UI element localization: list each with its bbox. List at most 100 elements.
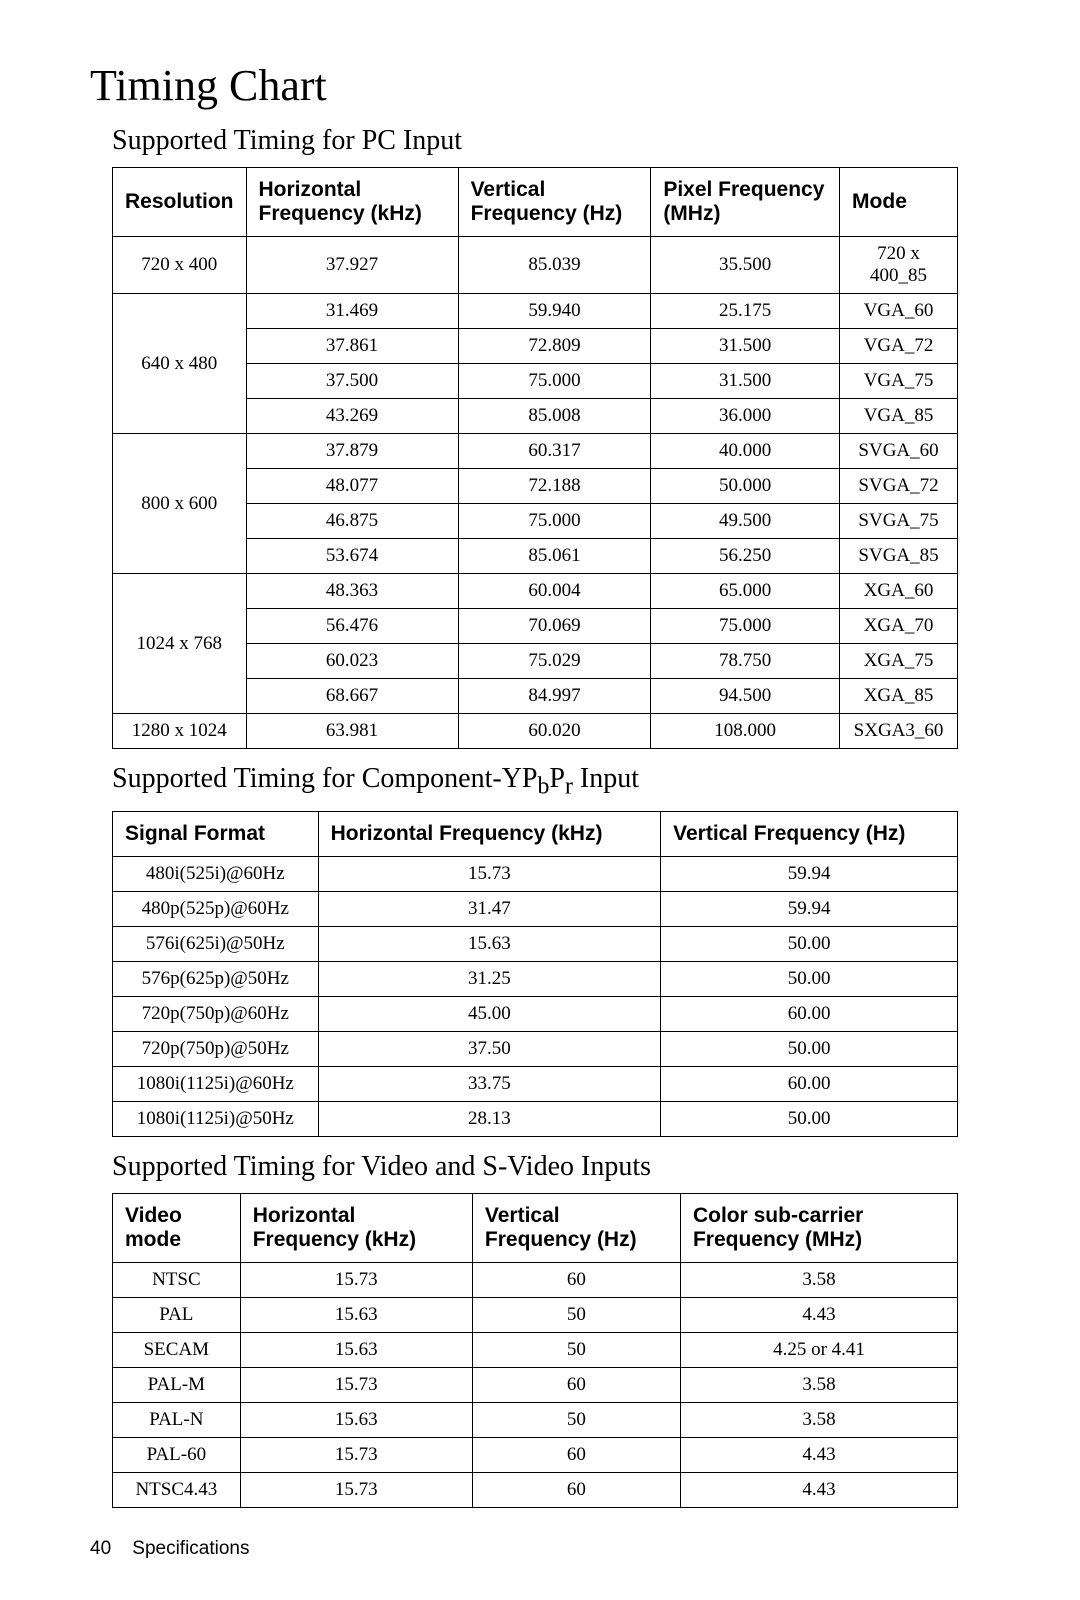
data-cell: 78.750 — [651, 644, 840, 679]
data-cell: PAL-M — [113, 1367, 241, 1402]
col-2: Vertical Frequency (Hz) — [472, 1193, 680, 1262]
col-0: Video mode — [113, 1193, 241, 1262]
data-cell: 72.188 — [458, 469, 651, 504]
page-title: Timing Chart — [90, 60, 990, 111]
data-cell: NTSC — [113, 1262, 241, 1297]
table-row: SECAM15.63504.25 or 4.41 — [113, 1332, 958, 1367]
data-cell: 48.077 — [246, 469, 458, 504]
data-cell: 50.00 — [661, 926, 958, 961]
data-cell: 60.317 — [458, 434, 651, 469]
data-cell: 50.000 — [651, 469, 840, 504]
data-cell: 36.000 — [651, 399, 840, 434]
data-cell: 68.667 — [246, 679, 458, 714]
data-cell: 84.997 — [458, 679, 651, 714]
data-cell: 60 — [472, 1472, 680, 1507]
data-cell: XGA_70 — [840, 609, 958, 644]
table-row: 640 x 48031.46959.94025.175VGA_60 — [113, 294, 958, 329]
resolution-cell: 1024 x 768 — [113, 574, 247, 714]
data-cell: SXGA3_60 — [840, 714, 958, 749]
section3-title: Supported Timing for Video and S-Video I… — [112, 1151, 990, 1183]
data-cell: 3.58 — [680, 1402, 957, 1437]
data-cell: 60 — [472, 1262, 680, 1297]
data-cell: 50.00 — [661, 1031, 958, 1066]
data-cell: 48.363 — [246, 574, 458, 609]
resolution-cell: 1280 x 1024 — [113, 714, 247, 749]
table-row: 1280 x 102463.98160.020108.000SXGA3_60 — [113, 714, 958, 749]
data-cell: 4.43 — [680, 1472, 957, 1507]
data-cell: PAL-60 — [113, 1437, 241, 1472]
table-row: 720p(750p)@60Hz45.0060.00 — [113, 996, 958, 1031]
video-table: Video modeHorizontal Frequency (kHz)Vert… — [112, 1193, 958, 1508]
data-cell: 45.00 — [318, 996, 661, 1031]
table-row: 720 x 40037.92785.03935.500720 x 400_85 — [113, 237, 958, 294]
data-cell: SVGA_72 — [840, 469, 958, 504]
t1-col-4: Mode — [840, 168, 958, 237]
data-cell: XGA_60 — [840, 574, 958, 609]
data-cell: 31.25 — [318, 961, 661, 996]
data-cell: 50 — [472, 1332, 680, 1367]
data-cell: 31.469 — [246, 294, 458, 329]
data-cell: 85.061 — [458, 539, 651, 574]
col-1: Horizontal Frequency (kHz) — [318, 811, 661, 856]
data-cell: 576i(625i)@50Hz — [113, 926, 319, 961]
data-cell: 4.43 — [680, 1437, 957, 1472]
data-cell: 37.879 — [246, 434, 458, 469]
data-cell: 37.50 — [318, 1031, 661, 1066]
data-cell: SVGA_85 — [840, 539, 958, 574]
data-cell: VGA_72 — [840, 329, 958, 364]
data-cell: 65.000 — [651, 574, 840, 609]
data-cell: NTSC4.43 — [113, 1472, 241, 1507]
data-cell: SVGA_75 — [840, 504, 958, 539]
data-cell: 28.13 — [318, 1101, 661, 1136]
data-cell: 3.58 — [680, 1262, 957, 1297]
table-row: NTSC4.4315.73604.43 — [113, 1472, 958, 1507]
data-cell: 59.94 — [661, 891, 958, 926]
resolution-cell: 800 x 600 — [113, 434, 247, 574]
data-cell: XGA_85 — [840, 679, 958, 714]
component-table: Signal FormatHorizontal Frequency (kHz)V… — [112, 811, 958, 1137]
data-cell: 72.809 — [458, 329, 651, 364]
data-cell: 35.500 — [651, 237, 840, 294]
data-cell: 60.004 — [458, 574, 651, 609]
table-row: 720p(750p)@50Hz37.5050.00 — [113, 1031, 958, 1066]
data-cell: 46.875 — [246, 504, 458, 539]
data-cell: 56.250 — [651, 539, 840, 574]
data-cell: 60.023 — [246, 644, 458, 679]
data-cell: 40.000 — [651, 434, 840, 469]
data-cell: SECAM — [113, 1332, 241, 1367]
data-cell: 75.000 — [651, 609, 840, 644]
data-cell: VGA_75 — [840, 364, 958, 399]
data-cell: 50.00 — [661, 1101, 958, 1136]
data-cell: 75.000 — [458, 504, 651, 539]
page-footer: 40 Specifications — [90, 1538, 990, 1560]
table-row: 1080i(1125i)@60Hz33.7560.00 — [113, 1066, 958, 1101]
table-row: 480p(525p)@60Hz31.4759.94 — [113, 891, 958, 926]
data-cell: 60.020 — [458, 714, 651, 749]
table-row: 1024 x 76848.36360.00465.000XGA_60 — [113, 574, 958, 609]
data-cell: 60 — [472, 1437, 680, 1472]
data-cell: PAL — [113, 1297, 241, 1332]
t1-col-1: Horizontal Frequency (kHz) — [246, 168, 458, 237]
data-cell: 15.73 — [240, 1437, 472, 1472]
data-cell: 50 — [472, 1402, 680, 1437]
section1-title: Supported Timing for PC Input — [112, 125, 990, 157]
data-cell: 15.73 — [240, 1367, 472, 1402]
data-cell: VGA_60 — [840, 294, 958, 329]
data-cell: 49.500 — [651, 504, 840, 539]
data-cell: 4.25 or 4.41 — [680, 1332, 957, 1367]
col-2: Vertical Frequency (Hz) — [661, 811, 958, 856]
data-cell: 15.73 — [240, 1472, 472, 1507]
data-cell: 59.94 — [661, 856, 958, 891]
data-cell: 15.63 — [318, 926, 661, 961]
section2-title: Supported Timing for Component-YPbPr Inp… — [112, 763, 990, 801]
data-cell: 75.000 — [458, 364, 651, 399]
table-row: 1080i(1125i)@50Hz28.1350.00 — [113, 1101, 958, 1136]
col-1: Horizontal Frequency (kHz) — [240, 1193, 472, 1262]
data-cell: 1080i(1125i)@60Hz — [113, 1066, 319, 1101]
table-row: PAL15.63504.43 — [113, 1297, 958, 1332]
data-cell: 15.63 — [240, 1332, 472, 1367]
col-0: Signal Format — [113, 811, 319, 856]
data-cell: 4.43 — [680, 1297, 957, 1332]
pc-input-table: ResolutionHorizontal Frequency (kHz)Vert… — [112, 167, 958, 749]
data-cell: 480i(525i)@60Hz — [113, 856, 319, 891]
